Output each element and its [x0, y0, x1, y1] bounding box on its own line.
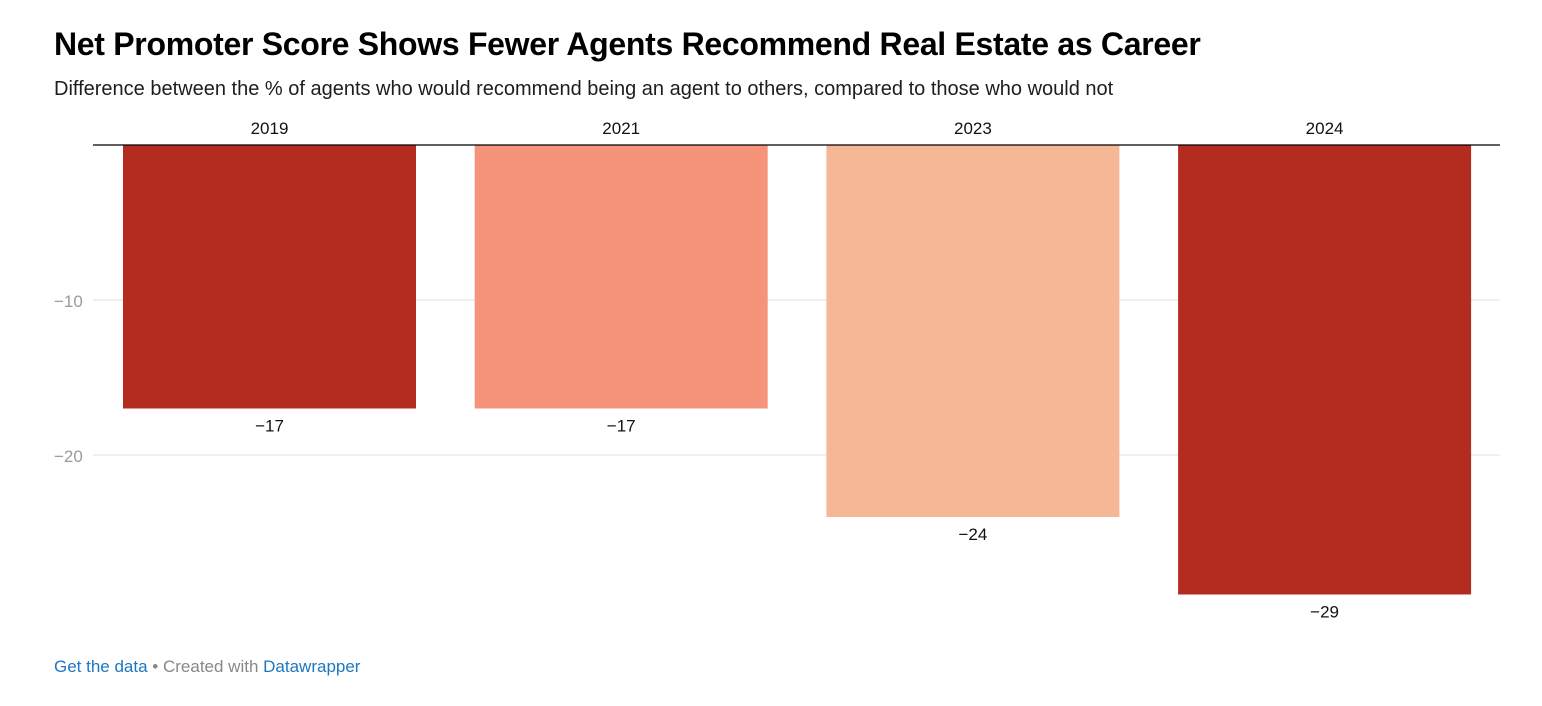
category-label: 2021: [602, 119, 640, 138]
bar: [826, 145, 1120, 517]
y-tick-label: −20: [54, 447, 83, 466]
bar: [123, 145, 416, 409]
datawrapper-link[interactable]: Datawrapper: [263, 657, 361, 676]
footer-separator-text: • Created with: [147, 657, 264, 676]
value-label: −17: [607, 417, 636, 436]
value-label: −17: [255, 417, 284, 436]
value-label: −29: [1310, 603, 1339, 622]
chart-subtitle: Difference between the % of agents who w…: [54, 78, 1114, 100]
category-label: 2023: [954, 119, 992, 138]
category-label: 2019: [251, 119, 289, 138]
get-the-data-link[interactable]: Get the data: [54, 657, 148, 676]
y-tick-label: −10: [54, 292, 83, 311]
bar-chart: −10 −20 2019 −17 2021 −17 2023 −24 2024 −29: [54, 119, 1500, 622]
value-label: −24: [958, 525, 987, 544]
bar: [474, 145, 768, 409]
chart-title: Net Promoter Score Shows Fewer Agents Re…: [54, 26, 1201, 62]
bar: [1178, 145, 1472, 595]
category-label: 2024: [1306, 119, 1344, 138]
chart-footer: Get the data • Created with Datawrapper: [54, 657, 360, 677]
